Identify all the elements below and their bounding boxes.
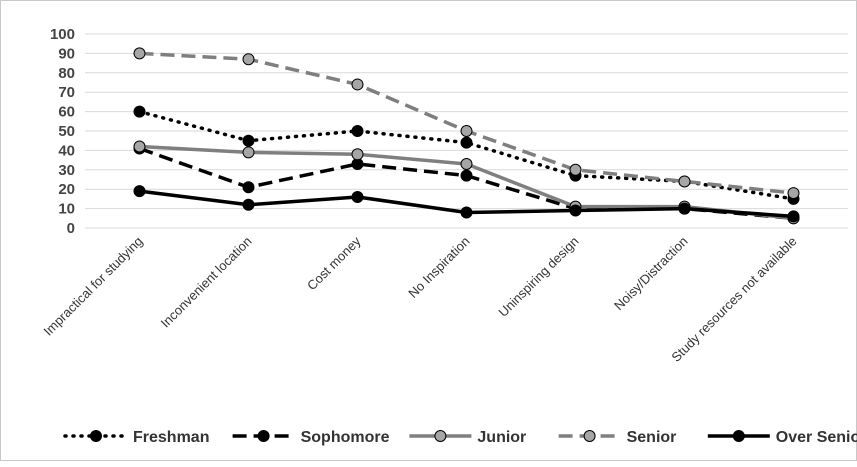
legend-label: Over Senior bbox=[776, 429, 857, 446]
data-point bbox=[460, 136, 473, 149]
data-point bbox=[787, 210, 800, 223]
data-point bbox=[569, 163, 582, 176]
y-tick-label: 90 bbox=[58, 45, 75, 62]
y-axis-tick-labels: 0 10 20 30 40 50 60 70 80 90 100 bbox=[50, 26, 75, 237]
data-point bbox=[133, 185, 146, 198]
y-tick-label: 30 bbox=[58, 162, 75, 179]
series-over-senior bbox=[133, 185, 800, 223]
legend-item: Over Senior bbox=[707, 429, 857, 446]
data-point bbox=[460, 169, 473, 182]
data-point bbox=[133, 140, 146, 153]
y-tick-label: 10 bbox=[58, 201, 75, 218]
legend-marker bbox=[583, 430, 596, 442]
data-point bbox=[460, 125, 473, 137]
x-tick-label: Cost money bbox=[304, 233, 364, 293]
data-point bbox=[242, 198, 255, 211]
data-point bbox=[242, 146, 255, 159]
x-tick-label: Impractical for studying bbox=[40, 234, 145, 339]
data-point bbox=[242, 53, 255, 66]
x-tick-label: Uninspiring design bbox=[495, 234, 581, 320]
legend: Freshman Sophomore Junior Senior Over Senior bbox=[63, 429, 857, 446]
data-point bbox=[351, 125, 364, 137]
legend-marker bbox=[732, 430, 745, 442]
legend-label: Freshman bbox=[133, 429, 209, 446]
y-tick-label: 20 bbox=[58, 181, 75, 198]
x-tick-label: Inconvenient location bbox=[158, 234, 255, 331]
x-tick-label: Noisy/Distraction bbox=[611, 234, 691, 314]
data-point bbox=[133, 47, 146, 60]
x-axis-category-labels: Impractical for studying Inconvenient loc… bbox=[40, 233, 799, 365]
data-point bbox=[351, 190, 364, 203]
legend-marker bbox=[257, 430, 270, 442]
y-tick-label: 60 bbox=[58, 104, 75, 121]
legend-marker bbox=[90, 430, 102, 442]
series-line bbox=[137, 109, 796, 201]
y-tick-label: 70 bbox=[58, 84, 75, 101]
data-point bbox=[351, 78, 364, 91]
data-point bbox=[460, 157, 473, 170]
data-point bbox=[678, 202, 691, 215]
data-point bbox=[133, 105, 146, 118]
legend-item: Junior bbox=[409, 429, 526, 446]
x-tick-label: No Inspiration bbox=[405, 234, 472, 301]
data-point bbox=[787, 187, 800, 200]
legend-marker bbox=[434, 430, 447, 442]
legend-item: Sophomore bbox=[232, 429, 390, 446]
legend-label: Junior bbox=[477, 429, 526, 446]
y-tick-label: 80 bbox=[58, 65, 75, 82]
y-tick-label: 50 bbox=[58, 123, 75, 140]
data-point bbox=[351, 148, 364, 161]
legend-item: Freshman bbox=[63, 429, 209, 446]
series-lines bbox=[133, 47, 800, 225]
y-tick-label: 0 bbox=[67, 220, 75, 237]
data-point bbox=[569, 204, 582, 217]
data-point bbox=[242, 181, 255, 194]
data-point bbox=[460, 206, 473, 219]
data-point bbox=[242, 134, 255, 147]
data-point bbox=[678, 175, 691, 188]
x-tick-label: Study resources not available bbox=[668, 234, 799, 365]
legend-label: Senior bbox=[627, 429, 677, 446]
y-tick-label: 40 bbox=[58, 142, 75, 159]
y-tick-label: 100 bbox=[50, 26, 75, 43]
legend-item: Senior bbox=[558, 429, 677, 446]
legend-label: Sophomore bbox=[301, 429, 390, 446]
series-senior bbox=[133, 47, 800, 200]
